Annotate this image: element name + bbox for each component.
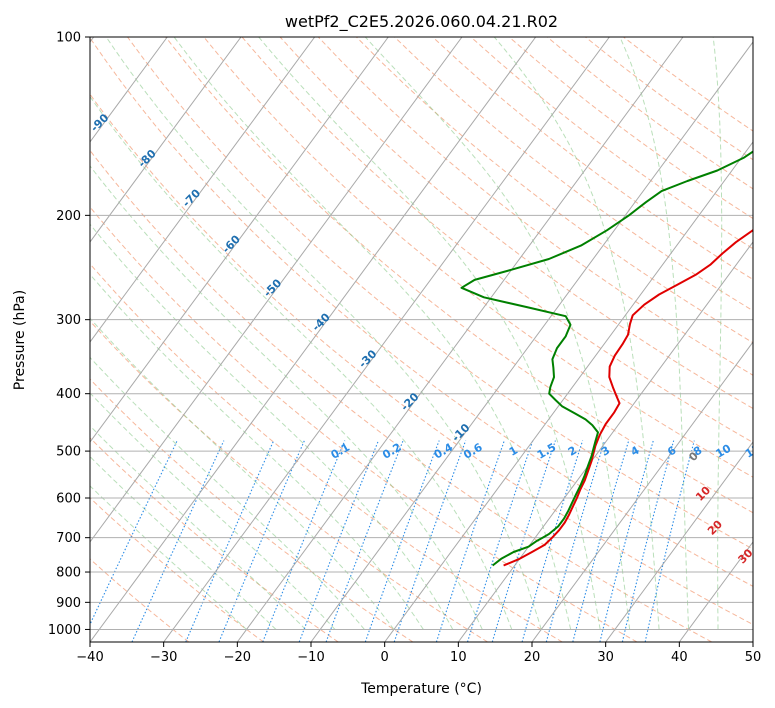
- moist-adiabat-line: [90, 273, 424, 630]
- mixing-ratio-label: 13: [743, 442, 763, 461]
- x-tick-label: 0: [381, 650, 389, 665]
- x-tick-label: 10: [450, 650, 467, 665]
- isotherm-line: [163, 37, 610, 642]
- isotherm-line: [384, 141, 753, 642]
- dry-adiabat-line: [394, 37, 753, 312]
- isotherm-line: [90, 37, 389, 443]
- y-tick-label: 700: [56, 531, 81, 546]
- x-tick-label: 30: [597, 650, 614, 665]
- y-tick-label: 900: [56, 596, 81, 611]
- moist-adiabat-line: [90, 392, 336, 630]
- moist-adiabat-line: [364, 37, 631, 630]
- x-tick-label: 50: [745, 650, 762, 665]
- isotherm-line: [310, 41, 753, 642]
- dry-adiabat-line: [90, 37, 753, 587]
- dry-adiabat-line: [279, 37, 753, 410]
- dry-adiabat-line: [90, 149, 712, 642]
- mixing-ratio-line: [466, 440, 534, 642]
- x-tick-label: −40: [76, 650, 103, 665]
- dry-adiabat-line: [90, 93, 753, 626]
- isotherm-line: [236, 37, 684, 642]
- isotherm-line: [90, 37, 242, 243]
- isotherm-line: [90, 37, 168, 143]
- isotherm-line: [90, 37, 316, 343]
- moist-adiabat-line: [493, 37, 660, 630]
- moist-adiabat-line: [90, 317, 395, 630]
- y-tick-label: 400: [56, 387, 81, 402]
- moist-adiabat-line: [90, 356, 365, 630]
- mixing-ratio-line: [262, 440, 346, 642]
- mixing-ratio-line: [644, 440, 695, 642]
- y-tick-label: 100: [56, 31, 81, 46]
- mixing-ratio-line: [364, 440, 440, 642]
- profile-line: [460, 150, 753, 567]
- chart-title: wetPf2_C2E5.2026.060.04.21.R02: [285, 12, 558, 32]
- isotherm-line: [90, 37, 537, 642]
- moist-adiabat-line: [258, 37, 601, 630]
- moist-adiabat-line: [712, 37, 723, 630]
- y-tick-label: 1000: [48, 623, 81, 638]
- dry-adiabat-line: [90, 558, 190, 642]
- plot-frame: [89, 36, 754, 643]
- mixing-ratio-line: [621, 440, 675, 642]
- y-tick-label: 600: [56, 492, 81, 507]
- y-tick-label: 300: [56, 313, 81, 328]
- mixing-ratio-line: [435, 440, 505, 642]
- dry-adiabat-line: [90, 263, 563, 642]
- x-tick-label: 40: [671, 650, 688, 665]
- mixing-ratio-line: [572, 440, 630, 642]
- isotherm-line: [90, 37, 463, 543]
- mixing-ratio-line: [218, 440, 305, 642]
- moist-adiabat-line: [90, 455, 277, 630]
- moist-adiabat-line: [90, 425, 306, 630]
- dry-adiabat-line: [165, 37, 753, 514]
- mixing-ratio-line: [325, 440, 404, 642]
- x-tick-label: −10: [297, 650, 324, 665]
- y-tick-label: 200: [56, 209, 81, 224]
- dry-adiabat-line: [90, 437, 339, 642]
- mixing-ratio-line: [599, 440, 654, 642]
- mixing-ratio-line: [521, 440, 584, 642]
- profile-line: [503, 229, 753, 567]
- mixing-ratio-line: [185, 440, 275, 642]
- x-tick-label: −20: [224, 650, 251, 665]
- moist-adiabat-line: [105, 37, 542, 630]
- dry-adiabat-line: [317, 37, 753, 376]
- isotherm-line: [531, 341, 753, 642]
- y-axis-label: Pressure (hPa): [12, 290, 28, 390]
- axes: −40 −30 −20 −10 0 10 20 30 40 50 100 200 300 400 500 60…: [48, 31, 761, 666]
- isotherm-line: [605, 441, 753, 642]
- y-tick-label: 800: [56, 566, 81, 581]
- plot-area: [90, 37, 753, 642]
- dry-adiabat-line: [127, 37, 753, 550]
- moist-adiabat-line: [173, 37, 572, 630]
- x-tick-label: 20: [524, 650, 541, 665]
- x-tick-label: −30: [150, 650, 177, 665]
- moist-adiabat-line: [619, 37, 690, 630]
- x-axis-label: Temperature (°C): [360, 681, 482, 697]
- y-tick-label: 500: [56, 445, 81, 460]
- moist-adiabat-line: [90, 223, 454, 630]
- mixing-ratio-line: [545, 440, 606, 642]
- isotherm-line: [457, 241, 753, 642]
